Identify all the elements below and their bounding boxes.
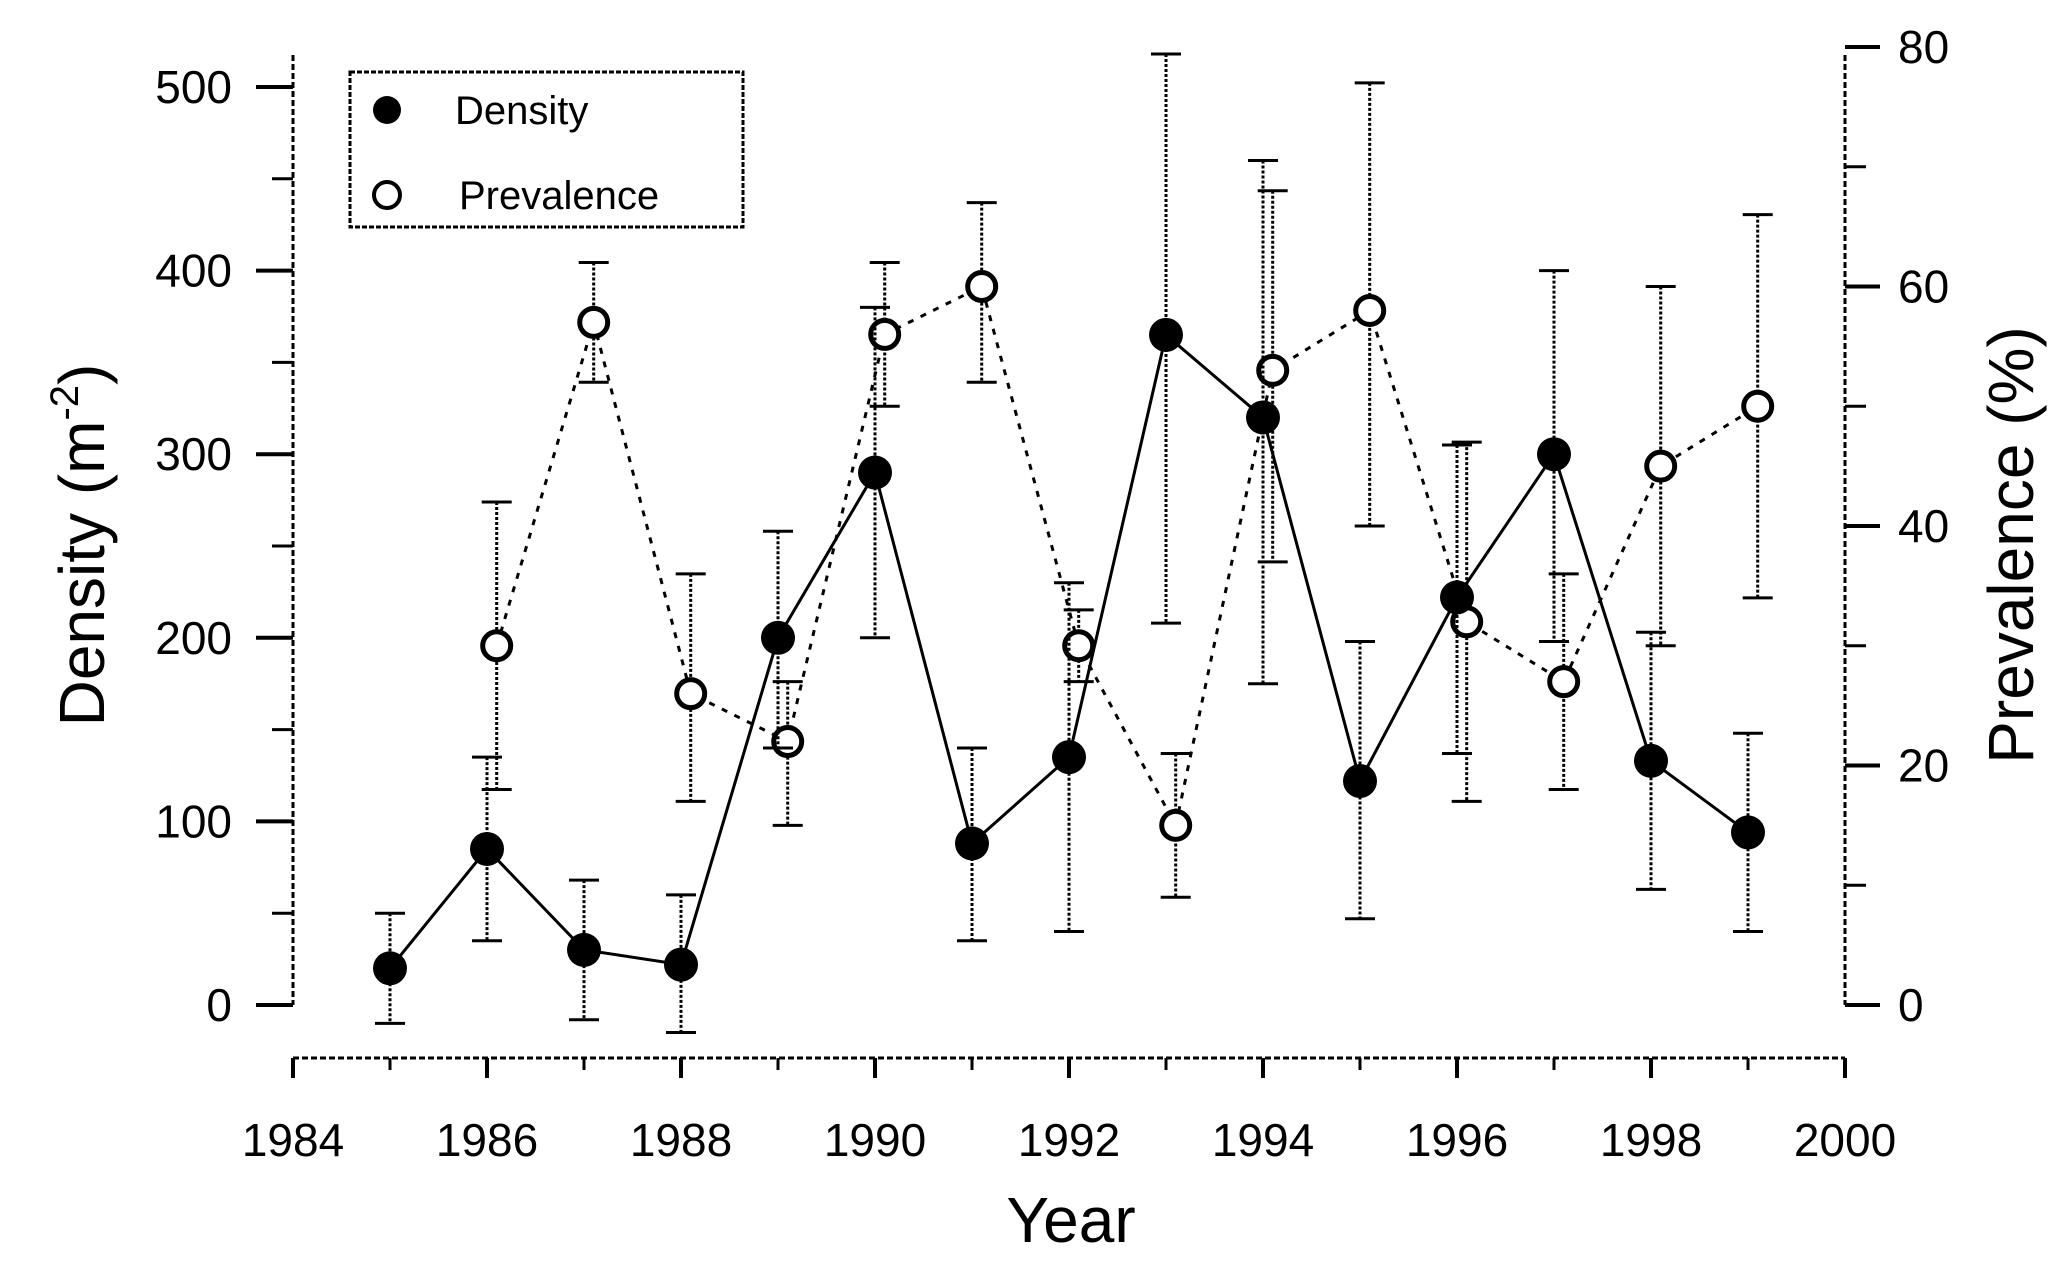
prevalence-point <box>480 629 514 663</box>
density-series <box>373 52 1765 1035</box>
density-point <box>1246 400 1280 435</box>
density-point <box>373 951 407 986</box>
legend-density-marker <box>373 96 401 124</box>
prevalence-point <box>1644 449 1678 483</box>
legend-prevalence-label: Prevalence <box>459 174 659 218</box>
left-y-axis-title-main: Density (m <box>46 421 118 727</box>
prevalence-point <box>1159 808 1193 842</box>
left-y-axis-title-end: ) <box>46 364 118 385</box>
prevalence-point <box>965 270 999 303</box>
right-y-tick-label: 60 <box>1898 261 1949 313</box>
prevalence-point <box>868 317 902 351</box>
x-axis-title: Year <box>1006 1184 1135 1256</box>
prevalence-point <box>1353 293 1387 327</box>
right-y-tick-label: 40 <box>1898 500 1949 552</box>
density-point <box>1731 815 1765 850</box>
density-point <box>858 455 892 490</box>
axis-ticks <box>256 45 1880 1078</box>
x-tick-label: 1996 <box>1406 1114 1508 1166</box>
legend-density-label: Density <box>455 89 588 133</box>
left-y-tick-label: 300 <box>155 428 232 480</box>
right-y-tick-label: 80 <box>1898 21 1949 73</box>
right-y-tick-label: 20 <box>1898 740 1949 792</box>
prevalence-point <box>1741 389 1775 423</box>
prevalence-series <box>480 81 1775 899</box>
legend-prevalence-marker <box>372 180 402 210</box>
left-y-tick-label: 0 <box>206 979 232 1031</box>
density-point <box>1634 743 1668 778</box>
left-y-tick-label: 100 <box>155 795 232 847</box>
density-point <box>1537 437 1571 472</box>
x-tick-label: 1988 <box>630 1114 732 1166</box>
prevalence-point <box>1547 665 1581 699</box>
right-y-tick-label: 0 <box>1898 979 1924 1031</box>
density-point <box>1440 580 1474 615</box>
x-tick-label: 1984 <box>242 1114 344 1166</box>
density-point <box>470 831 504 866</box>
left-y-axis-title: Density (m-2) <box>43 364 118 727</box>
prevalence-point <box>674 677 708 711</box>
density-point <box>567 932 601 967</box>
prevalence-line <box>495 284 1759 830</box>
x-tick-label: 1990 <box>824 1114 926 1166</box>
prevalence-point <box>1256 353 1290 387</box>
tick-labels: 1984 1986 1988 1990 1992 1994 1996 1998 20000100… <box>155 21 1949 1166</box>
density-point <box>664 947 698 982</box>
x-tick-label: 1994 <box>1212 1114 1314 1166</box>
density-point <box>1052 740 1086 775</box>
prevalence-point <box>1062 629 1096 663</box>
legend-box <box>348 70 745 229</box>
prevalence-point <box>577 305 611 339</box>
x-tick-label: 1986 <box>436 1114 538 1166</box>
right-y-axis-title: Prevalence (%) <box>1975 326 2047 764</box>
density-point <box>955 826 989 861</box>
density-point <box>1343 764 1377 799</box>
density-point <box>761 620 795 655</box>
x-tick-label: 2000 <box>1794 1114 1896 1166</box>
x-tick-label: 1998 <box>1600 1114 1702 1166</box>
left-y-tick-label: 200 <box>155 612 232 664</box>
left-y-tick-label: 500 <box>155 61 232 113</box>
legend: Density Prevalence <box>348 70 745 229</box>
left-y-axis-title-sup: -2 <box>43 385 87 421</box>
density-point <box>1149 317 1183 352</box>
left-y-tick-label: 400 <box>155 245 232 297</box>
x-tick-label: 1992 <box>1018 1114 1120 1166</box>
